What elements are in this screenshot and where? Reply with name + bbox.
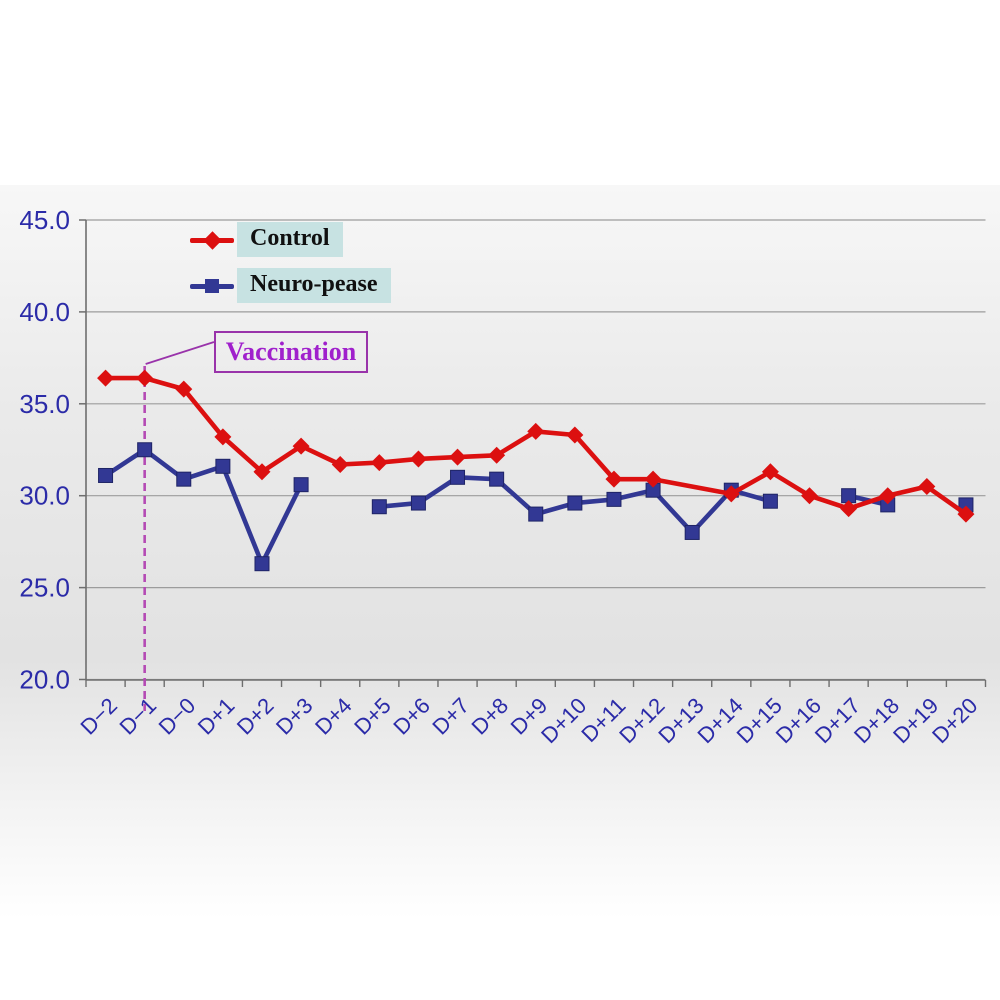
x-axis-label: D+7 xyxy=(427,693,474,740)
marker-neuro-pease xyxy=(489,471,505,487)
marker-control xyxy=(488,446,506,464)
legend-item-neuro-pease: Neuro-pease xyxy=(190,268,391,303)
x-axis-label: D−0 xyxy=(154,693,201,740)
square-marker-icon xyxy=(205,278,219,293)
x-axis-label: D+12 xyxy=(614,693,669,748)
marker-neuro-pease xyxy=(606,491,622,507)
neuro-pease-series-marker xyxy=(190,276,234,296)
marker-neuro-pease xyxy=(137,442,153,458)
marker-neuro-pease xyxy=(176,471,192,487)
marker-neuro-pease xyxy=(567,495,583,511)
marker-neuro-pease xyxy=(410,495,426,511)
x-axis-label: D+19 xyxy=(888,693,943,748)
marker-control xyxy=(214,428,232,446)
y-axis-label: 20.0 xyxy=(19,665,70,695)
x-axis-label: D+3 xyxy=(271,693,318,740)
marker-control xyxy=(605,470,623,488)
x-axis-label: D+17 xyxy=(810,693,865,748)
control-series-marker xyxy=(190,230,234,250)
x-axis-label: D+16 xyxy=(771,693,826,748)
x-axis-label: D+2 xyxy=(232,693,279,740)
chart-background xyxy=(0,185,1000,1000)
marker-control xyxy=(918,478,936,496)
marker-neuro-pease xyxy=(450,469,466,485)
x-axis-label: D+5 xyxy=(349,693,396,740)
series-line-control xyxy=(103,375,969,517)
marker-control xyxy=(409,450,427,468)
marker-neuro-pease xyxy=(215,458,231,474)
marker-neuro-pease xyxy=(684,524,700,540)
marker-control xyxy=(566,426,584,444)
marker-neuro-pease xyxy=(98,467,114,483)
marker-control xyxy=(722,485,740,503)
x-axis-label: D+10 xyxy=(536,693,591,748)
x-axis-label: D+20 xyxy=(927,693,982,748)
marker-control xyxy=(449,448,467,466)
marker-neuro-pease xyxy=(254,556,270,572)
x-axis-label: D−2 xyxy=(75,693,122,740)
marker-neuro-pease xyxy=(371,499,387,515)
x-axis-label: D+13 xyxy=(653,693,708,748)
y-axis-label: 25.0 xyxy=(19,573,70,603)
marker-control xyxy=(97,369,115,387)
annotation-leader-line xyxy=(145,341,215,365)
x-axis-label: D+6 xyxy=(388,693,435,740)
marker-control xyxy=(840,500,858,518)
diamond-marker-icon xyxy=(203,230,222,250)
marker-neuro-pease xyxy=(528,506,544,522)
marker-neuro-pease xyxy=(293,477,309,493)
y-axis-label: 45.0 xyxy=(19,205,70,235)
x-axis-label: D+8 xyxy=(467,693,514,740)
marker-control xyxy=(175,380,193,398)
marker-control xyxy=(370,454,388,472)
x-axis-label: D+4 xyxy=(310,693,357,740)
marker-control xyxy=(761,463,779,481)
x-axis-label: D−1 xyxy=(115,693,162,740)
vaccination-annotation-label: Vaccination xyxy=(225,337,357,366)
marker-control xyxy=(292,437,310,455)
x-axis-label: D+14 xyxy=(693,693,748,748)
y-axis-label: 30.0 xyxy=(19,481,70,511)
legend-label-control: Control xyxy=(237,222,343,257)
x-axis-label: D+1 xyxy=(193,693,240,740)
legend-item-control: Control xyxy=(190,222,343,257)
legend-label-neuro-pease: Neuro-pease xyxy=(237,268,391,303)
vaccination-annotation: Vaccination xyxy=(214,331,368,373)
marker-neuro-pease xyxy=(762,493,778,509)
marker-control xyxy=(253,463,271,481)
marker-control xyxy=(527,422,545,440)
marker-control xyxy=(957,505,975,523)
marker-control xyxy=(331,455,349,473)
x-axis-label: D+18 xyxy=(849,693,904,748)
marker-control xyxy=(136,369,154,387)
y-axis-label: 40.0 xyxy=(19,297,70,327)
marker-control xyxy=(801,487,819,505)
marker-control xyxy=(644,470,662,488)
marker-control xyxy=(879,487,897,505)
x-axis-label: D+15 xyxy=(732,693,787,748)
y-axis-label: 35.0 xyxy=(19,389,70,419)
